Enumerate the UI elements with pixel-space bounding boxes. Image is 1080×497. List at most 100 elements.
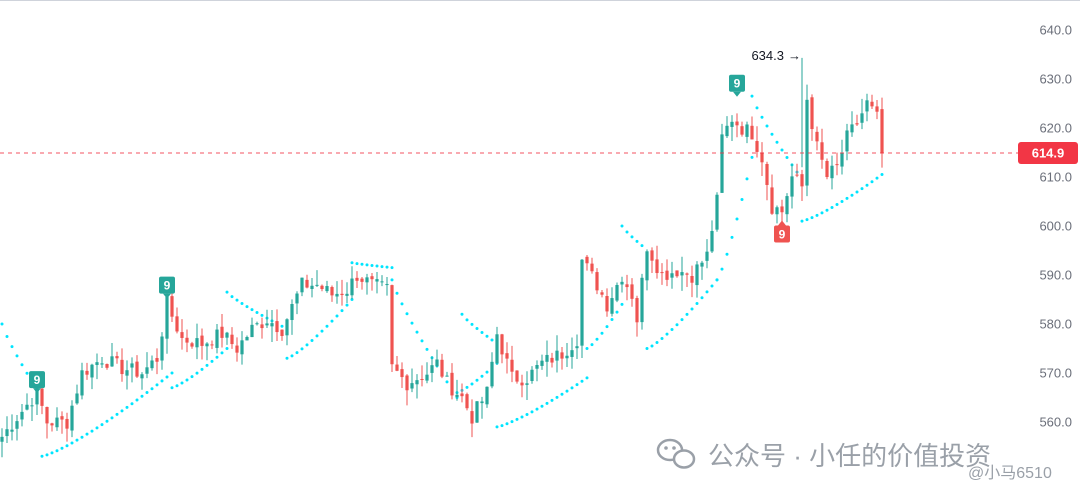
- candle-body: [315, 284, 319, 286]
- sar-dot: [445, 380, 449, 384]
- sar-dot: [530, 410, 534, 414]
- candle-body: [170, 296, 174, 317]
- sar-dot: [535, 407, 539, 411]
- candle-body: [80, 370, 84, 396]
- sar-dot: [750, 94, 754, 98]
- sar-dot: [525, 412, 529, 416]
- candle-body: [665, 270, 669, 280]
- sar-dot: [165, 375, 169, 379]
- candle-body: [30, 405, 34, 407]
- candle-body: [155, 358, 159, 362]
- candle-body: [390, 285, 394, 365]
- candle-body: [265, 323, 269, 326]
- candle-body: [690, 276, 694, 283]
- candle-body: [575, 346, 579, 349]
- sar-dot: [815, 213, 819, 217]
- sar-dot: [735, 217, 739, 221]
- candle-body: [655, 259, 659, 274]
- candle-body: [465, 394, 469, 409]
- sar-dot: [820, 211, 824, 215]
- sar-dot: [225, 290, 229, 294]
- sar-dot: [485, 370, 489, 374]
- sar-dot: [490, 338, 494, 342]
- sar-dot: [255, 311, 259, 315]
- y-tick-label: 580.0: [1039, 317, 1072, 332]
- candle-body: [715, 194, 719, 230]
- sar-dot: [415, 330, 419, 334]
- candle-body: [460, 393, 464, 397]
- candle-body: [100, 363, 104, 365]
- candle-body: [285, 319, 289, 336]
- candle-body: [180, 332, 184, 338]
- candle-body: [595, 272, 599, 291]
- sar-dot: [510, 420, 514, 424]
- candle-body: [225, 332, 229, 338]
- sar-dot: [605, 325, 609, 329]
- candle-body: [120, 359, 124, 375]
- candle-body: [760, 152, 764, 163]
- sar-dot: [745, 177, 749, 181]
- candle-body: [25, 404, 29, 410]
- sar-dot: [460, 312, 464, 316]
- sar-dot: [125, 405, 129, 409]
- td-marker-down: 9: [774, 220, 790, 243]
- candle-body: [105, 364, 109, 368]
- y-tick-label: 640.0: [1039, 23, 1072, 38]
- sar-dot: [865, 183, 869, 187]
- sar-dot: [480, 330, 484, 334]
- sar-dot: [600, 331, 604, 335]
- candle-body: [415, 380, 419, 385]
- candle-body: [370, 276, 374, 280]
- y-tick-label: 590.0: [1039, 268, 1072, 283]
- sar-dot: [630, 235, 634, 239]
- candle-body: [700, 262, 704, 267]
- sar-dot: [320, 329, 324, 333]
- candle-body: [250, 324, 254, 338]
- candle-body: [580, 259, 584, 346]
- candle-body: [830, 165, 834, 179]
- sar-dot: [500, 424, 504, 428]
- sar-dot: [475, 378, 479, 382]
- candle-body: [730, 121, 734, 127]
- sar-dot: [855, 190, 859, 194]
- candle-body: [320, 285, 324, 290]
- sar-dot: [580, 379, 584, 383]
- candle-body: [330, 287, 334, 296]
- sar-dot: [355, 262, 359, 266]
- sar-dot: [170, 386, 174, 390]
- sar-dot: [20, 363, 24, 367]
- candle-body: [410, 383, 414, 389]
- candle-body: [240, 340, 244, 355]
- sar-dot: [405, 312, 409, 316]
- candle-body: [470, 411, 474, 424]
- watermark-text: 公众号 · 小任的价值投资: [708, 441, 991, 471]
- candle-body: [810, 97, 814, 130]
- sar-dot: [555, 395, 559, 399]
- sar-dot: [805, 218, 809, 222]
- candle-body: [270, 323, 274, 327]
- sar-dot: [570, 386, 574, 390]
- candle-body: [435, 359, 439, 367]
- candle-body: [710, 230, 714, 252]
- sar-dot: [315, 334, 319, 338]
- candle-body: [490, 361, 494, 387]
- y-axis[interactable]: 560.0 570.0 580.0 590.0 600.0 610.0 620.0 630.0…: [1039, 23, 1072, 430]
- candle-body: [475, 401, 479, 423]
- sar-dot: [590, 343, 594, 347]
- candle-body: [395, 364, 399, 371]
- candle-body: [205, 343, 209, 347]
- candle-body: [795, 174, 799, 176]
- candle-body: [545, 354, 549, 362]
- candle-body: [720, 134, 724, 193]
- sar-dot: [540, 404, 544, 408]
- candle-body: [290, 304, 294, 321]
- sar-dot: [100, 423, 104, 427]
- sar-dot: [420, 339, 424, 343]
- sar-dot: [95, 426, 99, 430]
- candle-body: [160, 336, 164, 361]
- candle-body: [625, 284, 629, 288]
- sar-dot: [365, 263, 369, 267]
- candle-body: [235, 345, 239, 353]
